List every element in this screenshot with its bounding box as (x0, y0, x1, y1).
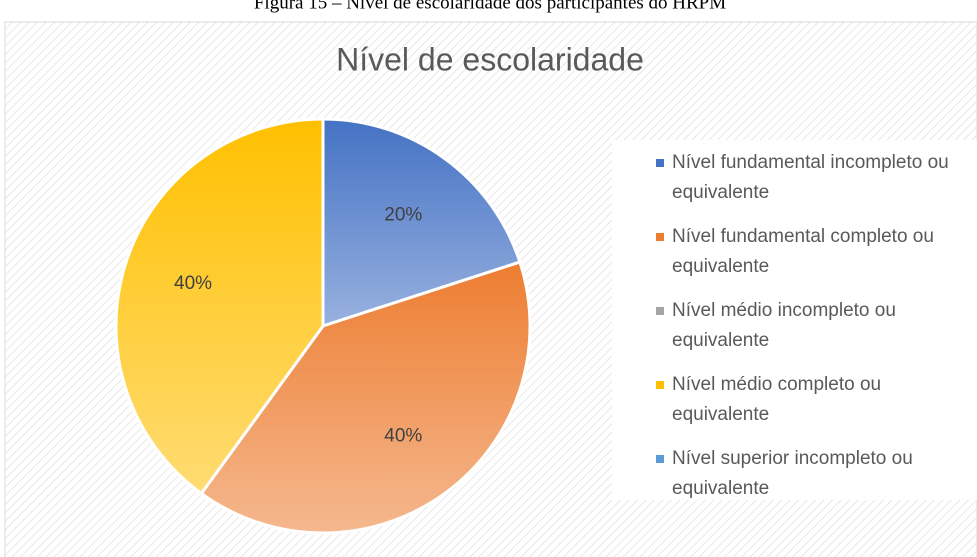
legend-label: Nível superior incompleto ou equivalente (672, 448, 913, 499)
pie-slice (114, 117, 325, 496)
legend-entry: Nível médio completo ou equivalente (652, 370, 972, 430)
legend-swatch (656, 455, 664, 463)
data-label: 20% (384, 204, 422, 225)
pie-slice (199, 260, 532, 535)
chart-title: Nível de escolaridade (336, 41, 644, 77)
legend-label: Nível fundamental completo ou equivalent… (672, 226, 934, 277)
data-label: 40% (174, 273, 212, 294)
figure-caption: Figura 15 – Nível de escolaridade dos pa… (254, 0, 726, 13)
legend-label: Nível médio completo ou equivalente (672, 374, 882, 425)
legend-swatch (656, 381, 664, 389)
legend: Nível fundamental incompleto ou equivale… (612, 140, 977, 500)
legend-swatch (656, 307, 664, 315)
legend-swatch (656, 159, 664, 167)
legend-label: Nível fundamental incompleto ou equivale… (672, 152, 949, 203)
pie-slice (321, 117, 522, 329)
data-label: 40% (384, 426, 422, 447)
legend-swatch (656, 233, 664, 241)
legend-entry: Nível médio incompleto ou equivalente (652, 296, 972, 356)
legend-entry: Nível fundamental incompleto ou equivale… (652, 148, 972, 208)
legend-label: Nível médio incompleto ou equivalente (672, 300, 896, 351)
legend-entry: Nível fundamental completo ou equivalent… (652, 222, 972, 282)
pie: 20% 40% 40% (114, 117, 532, 535)
legend-entry: Nível superior incompleto ou equivalente (652, 444, 972, 504)
